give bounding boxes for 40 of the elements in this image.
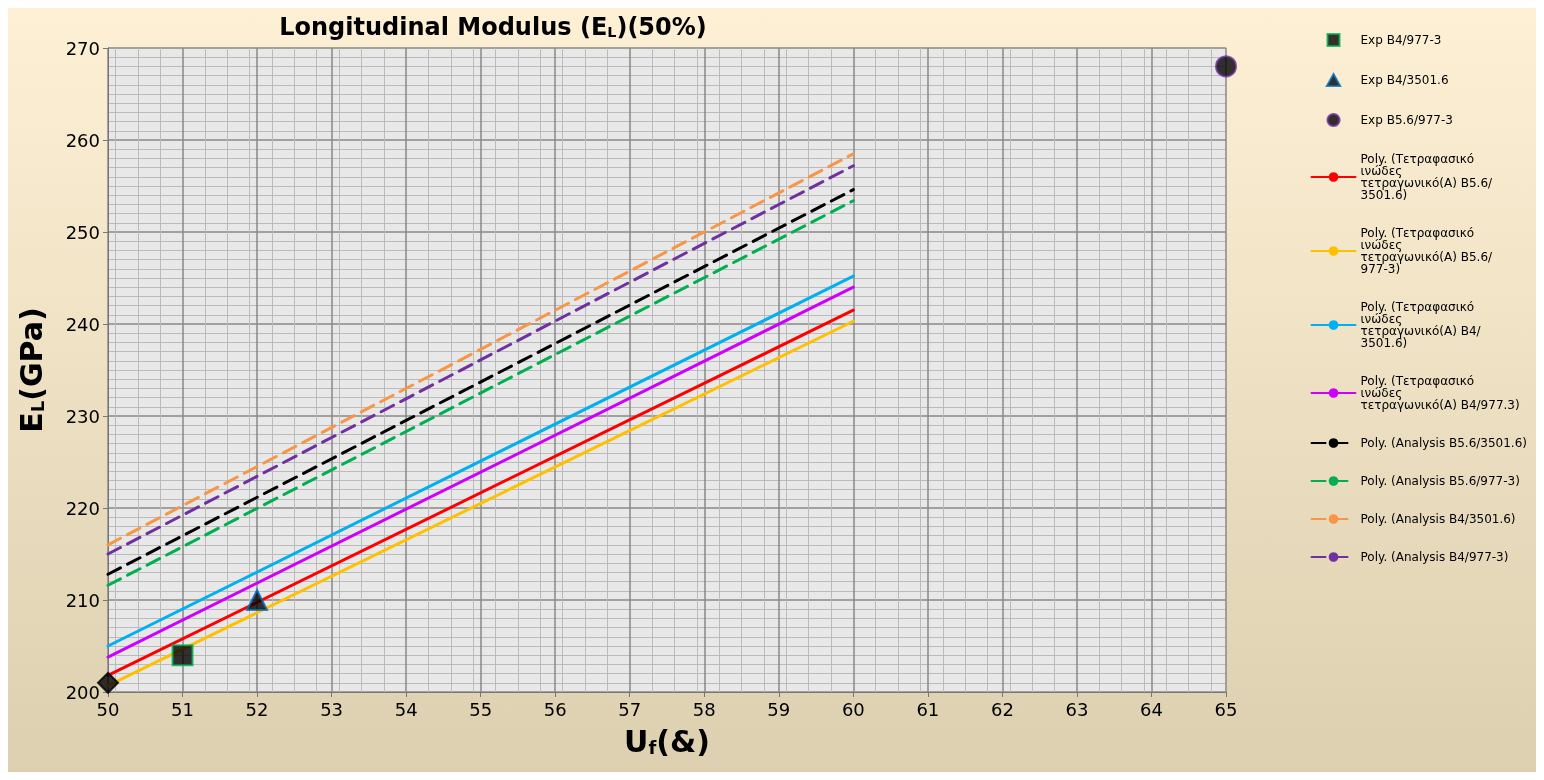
- x-tick-label: 51: [171, 698, 194, 720]
- point: [171, 644, 194, 667]
- legend-label: Poly. (Τετραφασικό ινώδες τετραγωνικό(A) B4/977.3): [1360, 374, 1520, 412]
- x-tick-label: 58: [692, 698, 716, 720]
- legend-label: Poly. (Analysis B5.6/977-3): [1360, 474, 1520, 488]
- y-tick-label: 240: [65, 313, 100, 335]
- legend-label: Poly. (Analysis B4/3501.6): [1360, 512, 1516, 526]
- x-tick-label: 64: [1140, 698, 1163, 720]
- x-tick-label: 59: [767, 698, 791, 720]
- legend-label: Exp B4/977-3: [1360, 33, 1442, 47]
- y-axis-title: EL(GPa): [13, 307, 49, 433]
- point: [246, 589, 269, 611]
- chart-title: Longitudinal Modulus (EL)(50%): [279, 13, 707, 41]
- point: [1215, 55, 1237, 78]
- y-tick-label: 270: [65, 37, 100, 59]
- y-tick-label: 220: [65, 497, 100, 519]
- x-tick-label: 57: [618, 698, 642, 720]
- y-tick-label: 250: [65, 221, 100, 243]
- x-tick-label: 53: [320, 698, 344, 720]
- x-tick-label: 65: [1214, 698, 1238, 720]
- legend-label: Poly. (Τετραφασικό ινώδες τετραγωνικό(A) B5.6/977-3): [1360, 226, 1494, 276]
- legend-label: Poly. (Analysis B5.6/3501.6): [1360, 436, 1528, 450]
- x-axis-title: Uf(&): [624, 723, 710, 759]
- x-tick-label: 52: [245, 698, 269, 720]
- x-tick-label: 54: [394, 698, 418, 720]
- x-tick-label: 63: [1065, 698, 1089, 720]
- y-tick-label: 210: [65, 589, 100, 611]
- x-tick-label: 60: [841, 698, 865, 720]
- x-tick-label: 61: [916, 698, 940, 720]
- legend-label: Exp B4/3501.6: [1360, 73, 1449, 87]
- y-tick-label: 260: [65, 129, 100, 151]
- point: [97, 671, 119, 694]
- legend-label: Poly. (Τετραφασικό ινώδες τετραγωνικό(A) B5.6/3501.6): [1360, 152, 1494, 202]
- legend-label: Exp B5.6/977-3: [1360, 113, 1453, 127]
- legend-label: Poly. (Analysis B4/977-3): [1360, 550, 1509, 564]
- x-tick-label: 56: [543, 698, 567, 720]
- x-tick-label: 62: [990, 698, 1014, 720]
- x-tick-label: 55: [469, 698, 493, 720]
- legend-label: Poly. (Τετραφασικό ινώδες τετραγωνικό(A) B4/3501.6): [1360, 300, 1482, 350]
- y-tick-label: 230: [65, 405, 100, 427]
